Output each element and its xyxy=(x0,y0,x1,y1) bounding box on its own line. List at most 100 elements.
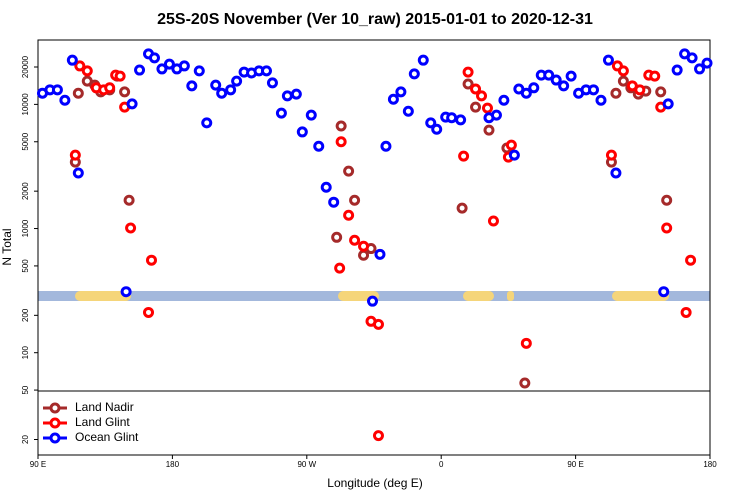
data-point xyxy=(66,54,78,66)
y-tick-label: 1000 xyxy=(21,219,30,237)
data-point xyxy=(186,80,198,92)
data-point xyxy=(334,262,346,274)
data-point xyxy=(380,140,392,152)
data-point xyxy=(408,68,420,80)
data-point xyxy=(508,149,520,161)
data-point xyxy=(335,120,347,132)
data-point xyxy=(498,94,510,106)
data-point xyxy=(505,139,517,151)
data-point xyxy=(313,140,325,152)
x-tick-label: 90 W xyxy=(297,460,316,469)
y-tick-label: 10000 xyxy=(21,93,30,116)
data-point xyxy=(305,109,317,121)
data-point xyxy=(610,87,622,99)
y-tick-label: 5000 xyxy=(21,132,30,150)
data-point xyxy=(402,105,414,117)
data-point xyxy=(163,58,175,70)
data-point xyxy=(81,65,93,77)
data-point xyxy=(701,57,713,69)
data-point xyxy=(72,87,84,99)
data-point xyxy=(602,54,614,66)
data-point xyxy=(328,196,340,208)
data-point xyxy=(617,75,629,87)
x-axis-label: Longitude (deg E) xyxy=(327,476,422,490)
data-point xyxy=(470,83,482,95)
data-point xyxy=(51,84,63,96)
data-point xyxy=(201,117,213,129)
data-point xyxy=(225,84,237,96)
x-tick-label: 180 xyxy=(703,460,717,469)
data-point xyxy=(145,254,157,266)
data-point xyxy=(178,60,190,72)
data-point xyxy=(231,75,243,87)
data-point xyxy=(458,150,470,162)
data-point xyxy=(520,87,532,99)
data-point xyxy=(335,136,347,148)
plot-frame xyxy=(37,39,711,456)
data-point xyxy=(126,98,138,110)
data-point xyxy=(59,94,71,106)
data-point xyxy=(686,52,698,64)
y-axis-label: N Total xyxy=(0,228,14,265)
data-point xyxy=(372,318,384,330)
data-point xyxy=(320,181,332,193)
data-point xyxy=(331,231,343,243)
data-point xyxy=(119,86,131,98)
data-point xyxy=(694,63,706,75)
data-point xyxy=(69,149,81,161)
data-point xyxy=(425,117,437,129)
land-band xyxy=(463,291,494,301)
data-point xyxy=(490,109,502,121)
data-point xyxy=(671,64,683,76)
data-point xyxy=(260,65,272,77)
data-point xyxy=(462,66,474,78)
data-point xyxy=(216,87,228,99)
land-band xyxy=(612,291,669,301)
data-point xyxy=(483,124,495,136)
data-point xyxy=(134,64,146,76)
data-point xyxy=(367,295,379,307)
data-point xyxy=(156,63,168,75)
data-point xyxy=(372,430,384,442)
legend-label: Ocean Glint xyxy=(75,430,139,444)
data-point xyxy=(595,94,607,106)
data-point xyxy=(658,286,670,298)
data-point xyxy=(605,149,617,161)
data-point xyxy=(550,74,562,86)
y-tick-label: 50 xyxy=(21,385,30,394)
legend-label: Land Nadir xyxy=(75,400,134,414)
data-point xyxy=(343,209,355,221)
data-point xyxy=(120,286,132,298)
data-point xyxy=(374,248,386,260)
data-point xyxy=(610,167,622,179)
data-point xyxy=(72,167,84,179)
legend-marker xyxy=(49,417,61,429)
data-point xyxy=(588,84,600,96)
legend-marker xyxy=(49,432,61,444)
data-point xyxy=(193,65,205,77)
data-point xyxy=(395,86,407,98)
y-tick-label: 20000 xyxy=(21,55,30,78)
data-point xyxy=(481,102,493,114)
data-point xyxy=(349,194,361,206)
y-tick-label: 20 xyxy=(21,434,30,443)
data-point xyxy=(281,90,293,102)
data-point xyxy=(210,79,222,91)
data-point xyxy=(543,69,555,81)
data-point xyxy=(487,215,499,227)
data-point xyxy=(519,377,531,389)
data-point xyxy=(349,234,361,246)
data-point xyxy=(470,101,482,113)
y-tick-label: 500 xyxy=(21,259,30,273)
data-point xyxy=(649,70,661,82)
data-point xyxy=(387,93,399,105)
data-point xyxy=(343,165,355,177)
data-point xyxy=(462,78,474,90)
data-point xyxy=(655,86,667,98)
data-point xyxy=(104,82,116,94)
x-tick-label: 90 E xyxy=(567,460,583,469)
x-tick-label: 90 E xyxy=(30,460,46,469)
data-point xyxy=(528,82,540,94)
data-point xyxy=(685,254,697,266)
